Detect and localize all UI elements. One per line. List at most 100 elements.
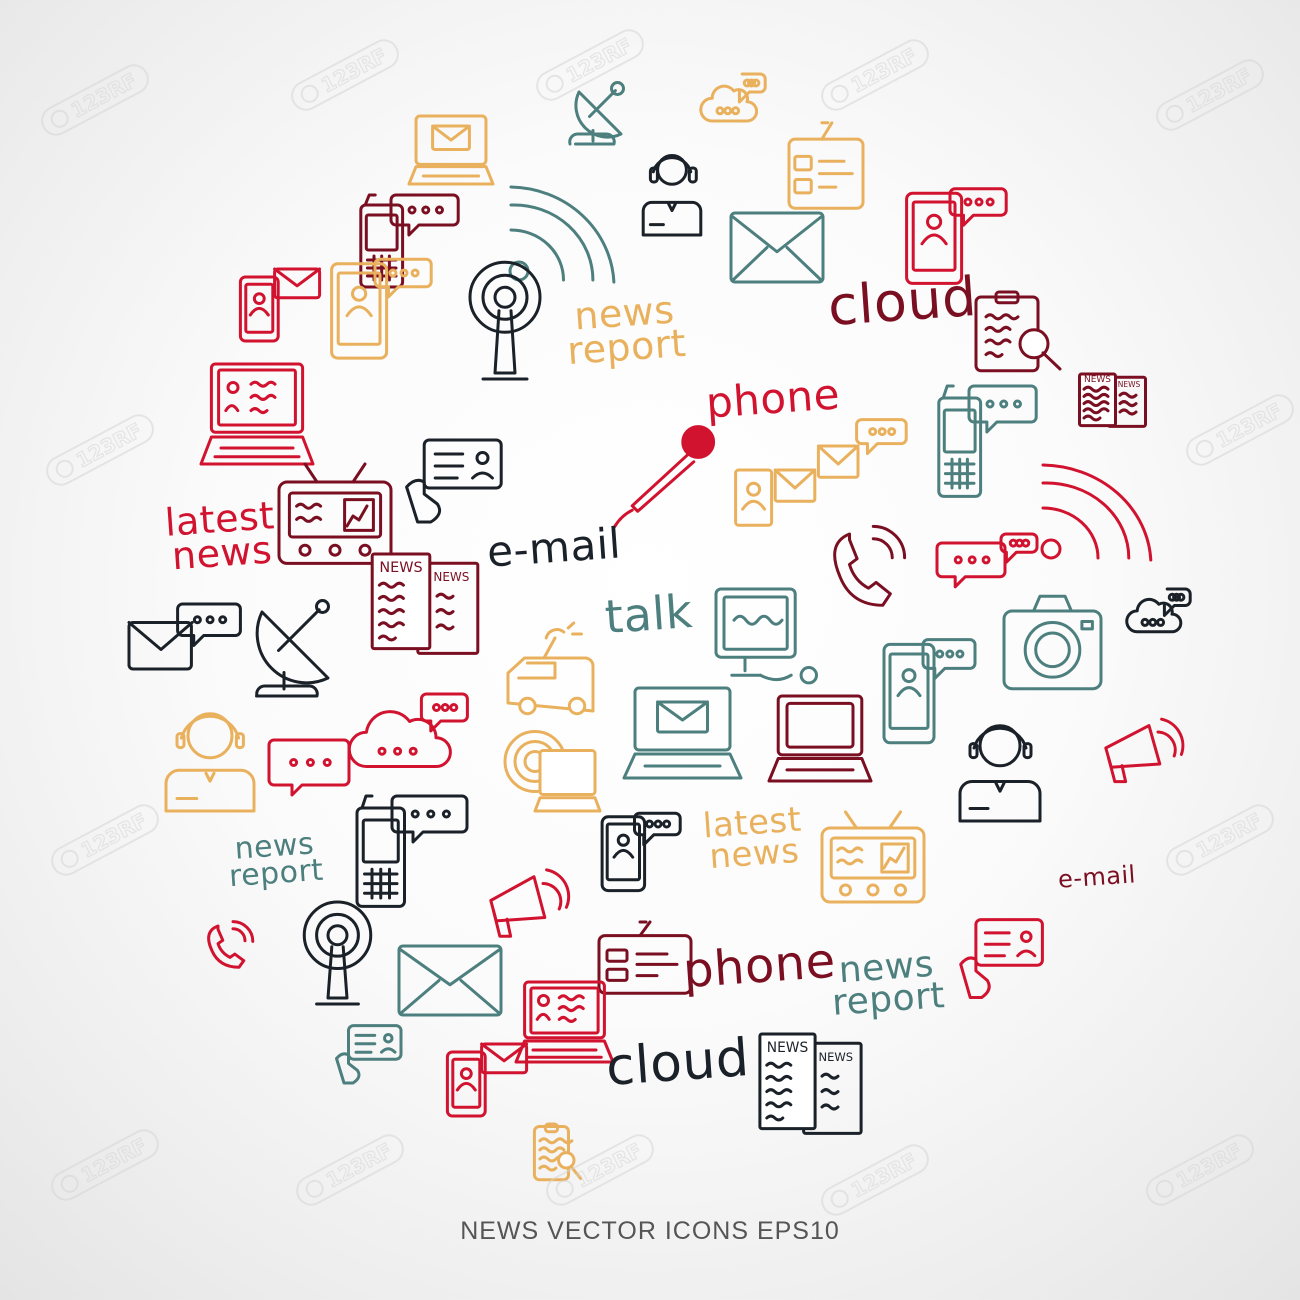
word-latest-news-1: latest news bbox=[163, 493, 278, 579]
word-line: phone bbox=[704, 369, 842, 428]
watermark-logo: 123RF bbox=[813, 1134, 938, 1226]
radio-icon bbox=[785, 118, 867, 214]
word-line: e-mail bbox=[485, 518, 623, 577]
word-line: news bbox=[170, 527, 274, 579]
caption-text: NEWS VECTOR ICONS EPS10 bbox=[460, 1217, 840, 1245]
svg-text:NEWS: NEWS bbox=[433, 570, 469, 584]
satellite-dish-icon bbox=[240, 590, 350, 700]
watermark-logo: 123RF bbox=[43, 1119, 168, 1211]
word-news-report-1: news report bbox=[564, 288, 688, 374]
watermark-logo: 123RF bbox=[43, 794, 168, 886]
satellite-dish-icon bbox=[565, 78, 635, 148]
camera-icon bbox=[1000, 590, 1105, 695]
operator-icon bbox=[636, 143, 708, 239]
tv-icon bbox=[818, 808, 928, 908]
svg-text:123RF: 123RF bbox=[72, 418, 146, 472]
newspaper-icon: NEWS NEWS bbox=[1075, 370, 1150, 430]
phone-ring-icon bbox=[821, 515, 916, 610]
mail-chat-icon bbox=[125, 600, 245, 675]
rss-icon bbox=[1037, 463, 1153, 563]
svg-text:NEWS: NEWS bbox=[1084, 375, 1111, 385]
word-line: phone bbox=[681, 932, 838, 1000]
id-card-hand-icon bbox=[332, 1020, 407, 1090]
tablet-chat-icon bbox=[900, 180, 1010, 290]
laptop-news-icon bbox=[765, 692, 875, 787]
word-e-mail-1: e-mail bbox=[485, 518, 623, 577]
newspaper-icon: NEWS NEWS bbox=[753, 1030, 868, 1140]
mails-chat-icon bbox=[732, 410, 912, 530]
envelope-icon bbox=[395, 938, 505, 1023]
chat-bubble-icon bbox=[267, 736, 360, 801]
svg-text:123RF: 123RF bbox=[847, 1148, 921, 1202]
radio-icon bbox=[595, 918, 695, 998]
svg-text:123RF: 123RF bbox=[1192, 808, 1266, 862]
laptop-icon bbox=[197, 360, 317, 470]
word-line: cloud bbox=[604, 1028, 752, 1098]
svg-text:123RF: 123RF bbox=[847, 43, 921, 97]
mobile-chat-icon bbox=[347, 790, 472, 910]
watermark-logo: 123RF bbox=[1138, 1124, 1263, 1216]
watermark-logo: 123RF bbox=[288, 1124, 413, 1216]
svg-text:123RF: 123RF bbox=[1182, 63, 1256, 117]
megaphone-icon bbox=[1095, 708, 1185, 788]
word-line: report bbox=[227, 852, 325, 895]
operator-icon bbox=[155, 705, 265, 815]
envelope-icon bbox=[727, 205, 827, 290]
svg-text:123RF: 123RF bbox=[317, 43, 391, 97]
svg-text:123RF: 123RF bbox=[67, 68, 141, 122]
laptop-icon bbox=[512, 978, 617, 1068]
tablet-chat-icon bbox=[325, 250, 435, 365]
antenna-icon bbox=[455, 250, 555, 385]
word-news-report-2: news report bbox=[226, 826, 325, 895]
word-line: talk bbox=[603, 584, 695, 644]
word-news-report-3: news report bbox=[829, 944, 947, 1025]
svg-text:NEWS: NEWS bbox=[767, 1040, 808, 1056]
tv-icon bbox=[275, 460, 395, 570]
van-icon bbox=[500, 618, 610, 718]
svg-text:123RF: 123RF bbox=[1212, 398, 1286, 452]
tablet-chat-icon bbox=[597, 806, 682, 896]
phone-mail-icon bbox=[442, 1040, 532, 1120]
cloud-chat-icon bbox=[347, 690, 472, 780]
svg-text:123RF: 123RF bbox=[77, 808, 151, 862]
word-line: cloud bbox=[825, 264, 979, 339]
watermark-logo: 123RF bbox=[1158, 794, 1283, 886]
microphone-icon bbox=[608, 420, 718, 530]
phone-mail-icon bbox=[235, 265, 325, 345]
laptop-mail-icon bbox=[405, 112, 497, 190]
clipboard-search-icon bbox=[968, 288, 1068, 378]
laptop-radar-icon bbox=[500, 712, 602, 822]
svg-text:NEWS: NEWS bbox=[819, 1050, 854, 1064]
watermark-logo: 123RF bbox=[813, 29, 938, 121]
watermark-logo: 123RF bbox=[283, 29, 408, 121]
mobile-chat-icon bbox=[930, 380, 1040, 500]
cloud-chat-icon bbox=[1125, 585, 1192, 640]
laptop-mail-icon bbox=[620, 684, 745, 784]
word-phone-2: phone bbox=[681, 932, 838, 1000]
svg-text:123RF: 123RF bbox=[77, 1133, 151, 1187]
word-line: news bbox=[708, 830, 801, 877]
chat-bubbles-icon bbox=[935, 530, 1039, 595]
tablet-chat-icon bbox=[878, 630, 978, 750]
word-line: report bbox=[830, 975, 947, 1025]
id-card-hand-icon bbox=[955, 912, 1050, 1007]
monitor-icon bbox=[712, 585, 822, 695]
megaphone-icon bbox=[480, 858, 571, 943]
word-line: e-mail bbox=[1057, 860, 1137, 894]
word-cloud-2: cloud bbox=[604, 1028, 752, 1098]
rss-icon bbox=[505, 185, 616, 285]
svg-text:123RF: 123RF bbox=[322, 1138, 396, 1192]
id-card-hand-icon bbox=[400, 432, 510, 532]
word-latest-news-2: latest news bbox=[702, 800, 805, 877]
cloud-chat-icon bbox=[699, 70, 767, 130]
svg-text:123RF: 123RF bbox=[1172, 1138, 1246, 1192]
watermark-logo: 123RF bbox=[1148, 49, 1273, 141]
svg-text:NEWS: NEWS bbox=[379, 560, 422, 576]
watermark-logo: 123RF bbox=[33, 54, 158, 146]
mobile-chat-icon bbox=[352, 190, 462, 290]
word-cloud-1: cloud bbox=[825, 264, 979, 339]
word-talk-1: talk bbox=[603, 584, 695, 644]
word-e-mail-2: e-mail bbox=[1057, 860, 1137, 894]
antenna-icon bbox=[290, 895, 385, 1010]
